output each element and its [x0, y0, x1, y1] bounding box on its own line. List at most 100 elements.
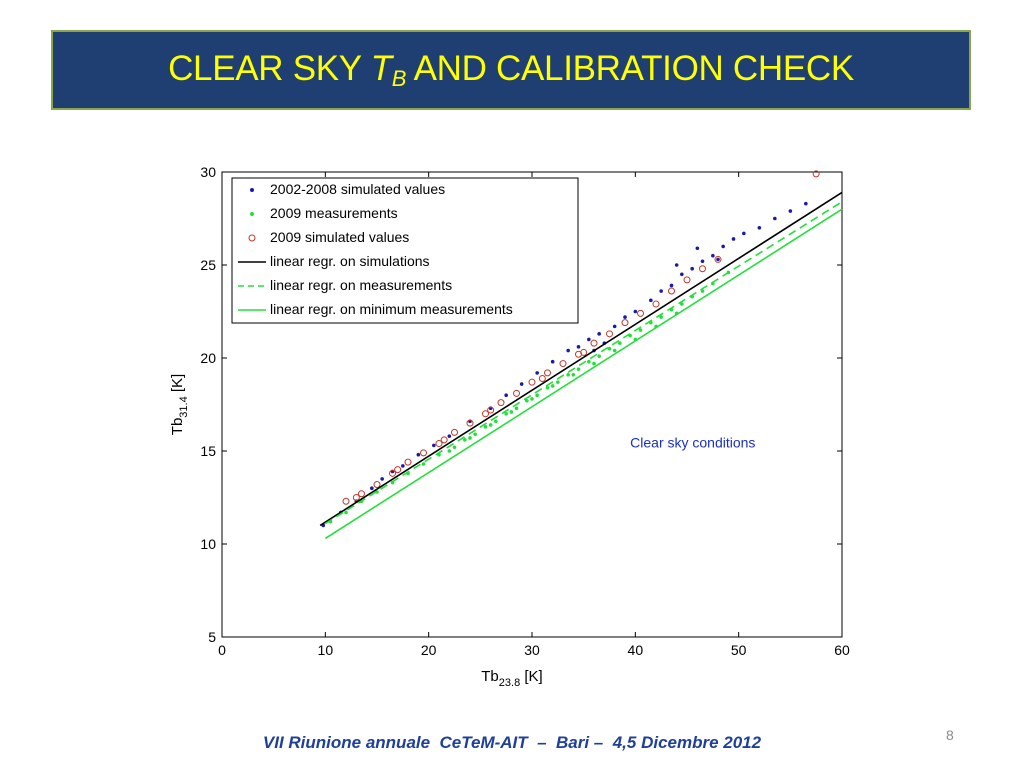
- data-point: [514, 406, 519, 411]
- x-tick-label: 50: [731, 642, 747, 658]
- title-symbol: T: [370, 48, 392, 88]
- data-point: [659, 315, 663, 319]
- data-point: [556, 380, 560, 384]
- data-point: [504, 412, 508, 416]
- data-point: [606, 330, 613, 338]
- data-point: [669, 283, 674, 288]
- data-point: [535, 371, 539, 375]
- data-point: [576, 345, 581, 349]
- data-point: [683, 276, 691, 284]
- data-point: [607, 346, 612, 351]
- data-point: [447, 449, 452, 453]
- legend-marker: [250, 188, 254, 192]
- legend-label: 2009 measurements: [270, 205, 398, 221]
- y-tick-label: 15: [200, 443, 216, 459]
- x-tick-label: 30: [524, 642, 540, 658]
- footer-text: VII Riunione annuale CeTeM-AIT – Bari – …: [262, 733, 762, 752]
- data-point: [612, 324, 617, 329]
- data-point: [468, 436, 472, 440]
- data-point: [637, 309, 644, 317]
- data-point: [519, 382, 524, 386]
- data-point: [389, 469, 396, 477]
- data-point: [699, 265, 706, 273]
- data-point: [421, 462, 426, 466]
- data-point: [597, 332, 601, 336]
- data-point: [352, 494, 360, 501]
- data-point: [804, 201, 808, 206]
- data-point: [535, 393, 539, 397]
- data-point: [487, 406, 495, 414]
- data-point: [623, 315, 627, 319]
- data-point: [674, 263, 679, 267]
- data-point: [530, 397, 534, 401]
- data-point: [509, 410, 514, 414]
- y-tick-label: 20: [200, 350, 216, 366]
- data-point: [649, 298, 653, 303]
- data-point: [432, 443, 436, 448]
- data-point: [590, 339, 598, 347]
- data-point: [597, 354, 601, 358]
- data-point: [358, 490, 365, 498]
- legend-label: 2002-2008 simulated values: [270, 181, 445, 197]
- data-point: [538, 374, 546, 382]
- data-point: [695, 246, 700, 251]
- data-point: [373, 480, 381, 488]
- y-tick-label: 30: [200, 164, 216, 180]
- legend-marker: [250, 212, 254, 216]
- data-point: [488, 423, 493, 427]
- data-point: [420, 449, 427, 457]
- scatter-chart: 0 10 20 30 40 50 60 5 10 15 20 25 30 2002-2008 simula…: [160, 150, 860, 690]
- data-point: [592, 361, 596, 366]
- data-point: [580, 348, 588, 356]
- regression-line: [324, 208, 843, 540]
- x-tick-label: 40: [628, 642, 644, 658]
- data-point: [435, 440, 443, 448]
- data-point: [668, 287, 675, 295]
- y-tick-label: 10: [200, 536, 216, 552]
- data-point: [497, 399, 505, 407]
- data-point: [714, 255, 722, 263]
- data-point: [483, 425, 488, 429]
- data-point: [473, 432, 477, 437]
- series-2009-measurements: [328, 270, 731, 524]
- x-tick-label: 20: [421, 642, 437, 658]
- title-main: CLEAR SKY: [168, 48, 371, 88]
- data-point: [404, 458, 412, 466]
- legend-marker: [248, 234, 256, 242]
- legend-label: linear regr. on measurements: [270, 277, 452, 293]
- data-point: [731, 237, 736, 241]
- data-point: [638, 328, 643, 332]
- legend-label: linear regr. on minimum measurements: [270, 301, 513, 317]
- data-point: [690, 266, 694, 271]
- data-point: [812, 170, 820, 178]
- data-point: [513, 389, 520, 397]
- data-point: [344, 510, 348, 515]
- legend-box: [231, 177, 579, 324]
- data-point: [482, 410, 489, 418]
- data-point: [757, 226, 762, 230]
- x-tick-label: 0: [218, 642, 226, 658]
- data-point: [528, 378, 536, 386]
- legend-label: linear regr. on simulations: [270, 253, 430, 269]
- series-2009-simulated-values: [342, 170, 820, 505]
- data-point: [494, 419, 498, 424]
- data-point: [525, 398, 529, 403]
- data-point: [559, 360, 567, 368]
- data-point: [612, 348, 617, 353]
- data-point: [742, 231, 746, 236]
- page-number: 8: [946, 727, 954, 743]
- data-point: [618, 341, 622, 345]
- data-point: [566, 348, 570, 353]
- data-point: [721, 244, 725, 249]
- data-point: [633, 309, 638, 314]
- x-axis-label: Tb23.8 [K]: [481, 668, 542, 689]
- y-tick-label: 25: [200, 257, 216, 273]
- data-point: [773, 216, 777, 221]
- legend-label: 2009 simulated values: [270, 229, 409, 245]
- x-tick-label: 60: [834, 642, 850, 658]
- regression-line: [319, 191, 843, 527]
- y-tick-label: 5: [208, 629, 216, 645]
- data-point: [394, 466, 402, 474]
- data-point: [463, 438, 467, 442]
- data-point: [401, 464, 405, 468]
